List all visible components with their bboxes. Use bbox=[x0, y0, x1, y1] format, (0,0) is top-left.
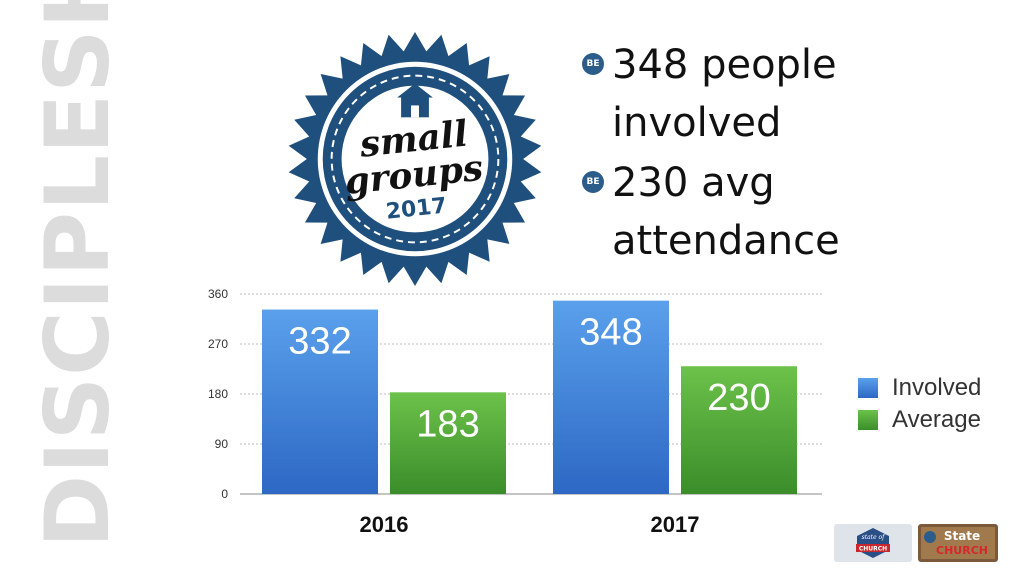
stat-attendance: BE 230 avg attendance bbox=[582, 154, 1002, 270]
legend-label: Average bbox=[892, 406, 981, 433]
state-church-logo: State CHURCH bbox=[918, 524, 998, 562]
legend-item-involved: Involved bbox=[858, 372, 981, 404]
data-label: 348 bbox=[579, 312, 642, 354]
x-tick-label: 2016 bbox=[360, 512, 409, 537]
chart-legend: Involved Average bbox=[858, 372, 981, 436]
bar bbox=[262, 309, 378, 494]
stat-line: involved bbox=[612, 100, 782, 146]
be-bullet-icon: BE bbox=[582, 53, 604, 75]
legend-item-average: Average bbox=[858, 404, 981, 436]
small-groups-badge: small groups 2017 bbox=[288, 31, 542, 287]
logo-text: CHURCH bbox=[859, 546, 887, 553]
data-label: 332 bbox=[288, 321, 351, 363]
be-bullet-icon: BE bbox=[582, 171, 604, 193]
y-tick-label: 360 bbox=[208, 287, 228, 301]
bar bbox=[681, 366, 797, 494]
data-label: 183 bbox=[416, 403, 479, 445]
side-title: DISCIPLESHIP bbox=[26, 0, 129, 548]
state-of-church-logo: state of CHURCH bbox=[834, 524, 912, 562]
bar-chart: 0 90 180 270 360 332 183 2016 348 230 2017 bbox=[208, 287, 822, 537]
data-label: 230 bbox=[707, 377, 770, 419]
y-tick-label: 0 bbox=[221, 487, 228, 501]
logo-text: CHURCH bbox=[936, 544, 988, 557]
y-tick-label: 180 bbox=[208, 387, 228, 401]
stat-line: 230 avg bbox=[612, 160, 775, 206]
legend-swatch bbox=[858, 410, 878, 430]
bar bbox=[553, 300, 669, 494]
logo-text: state of bbox=[862, 534, 887, 541]
stat-line: attendance bbox=[612, 218, 840, 264]
x-tick-label: 2017 bbox=[651, 512, 700, 537]
logo-text: State bbox=[944, 529, 980, 543]
legend-swatch bbox=[858, 378, 878, 398]
stats-list: BE 348 people involved BE 230 avg attend… bbox=[582, 36, 1002, 272]
legend-label: Involved bbox=[892, 374, 982, 401]
stat-line: 348 people bbox=[612, 42, 837, 88]
y-tick-label: 90 bbox=[215, 437, 229, 451]
bar bbox=[390, 392, 506, 494]
house-icon bbox=[397, 83, 433, 118]
y-tick-label: 270 bbox=[208, 337, 228, 351]
stat-involved: BE 348 people involved bbox=[582, 36, 1002, 152]
